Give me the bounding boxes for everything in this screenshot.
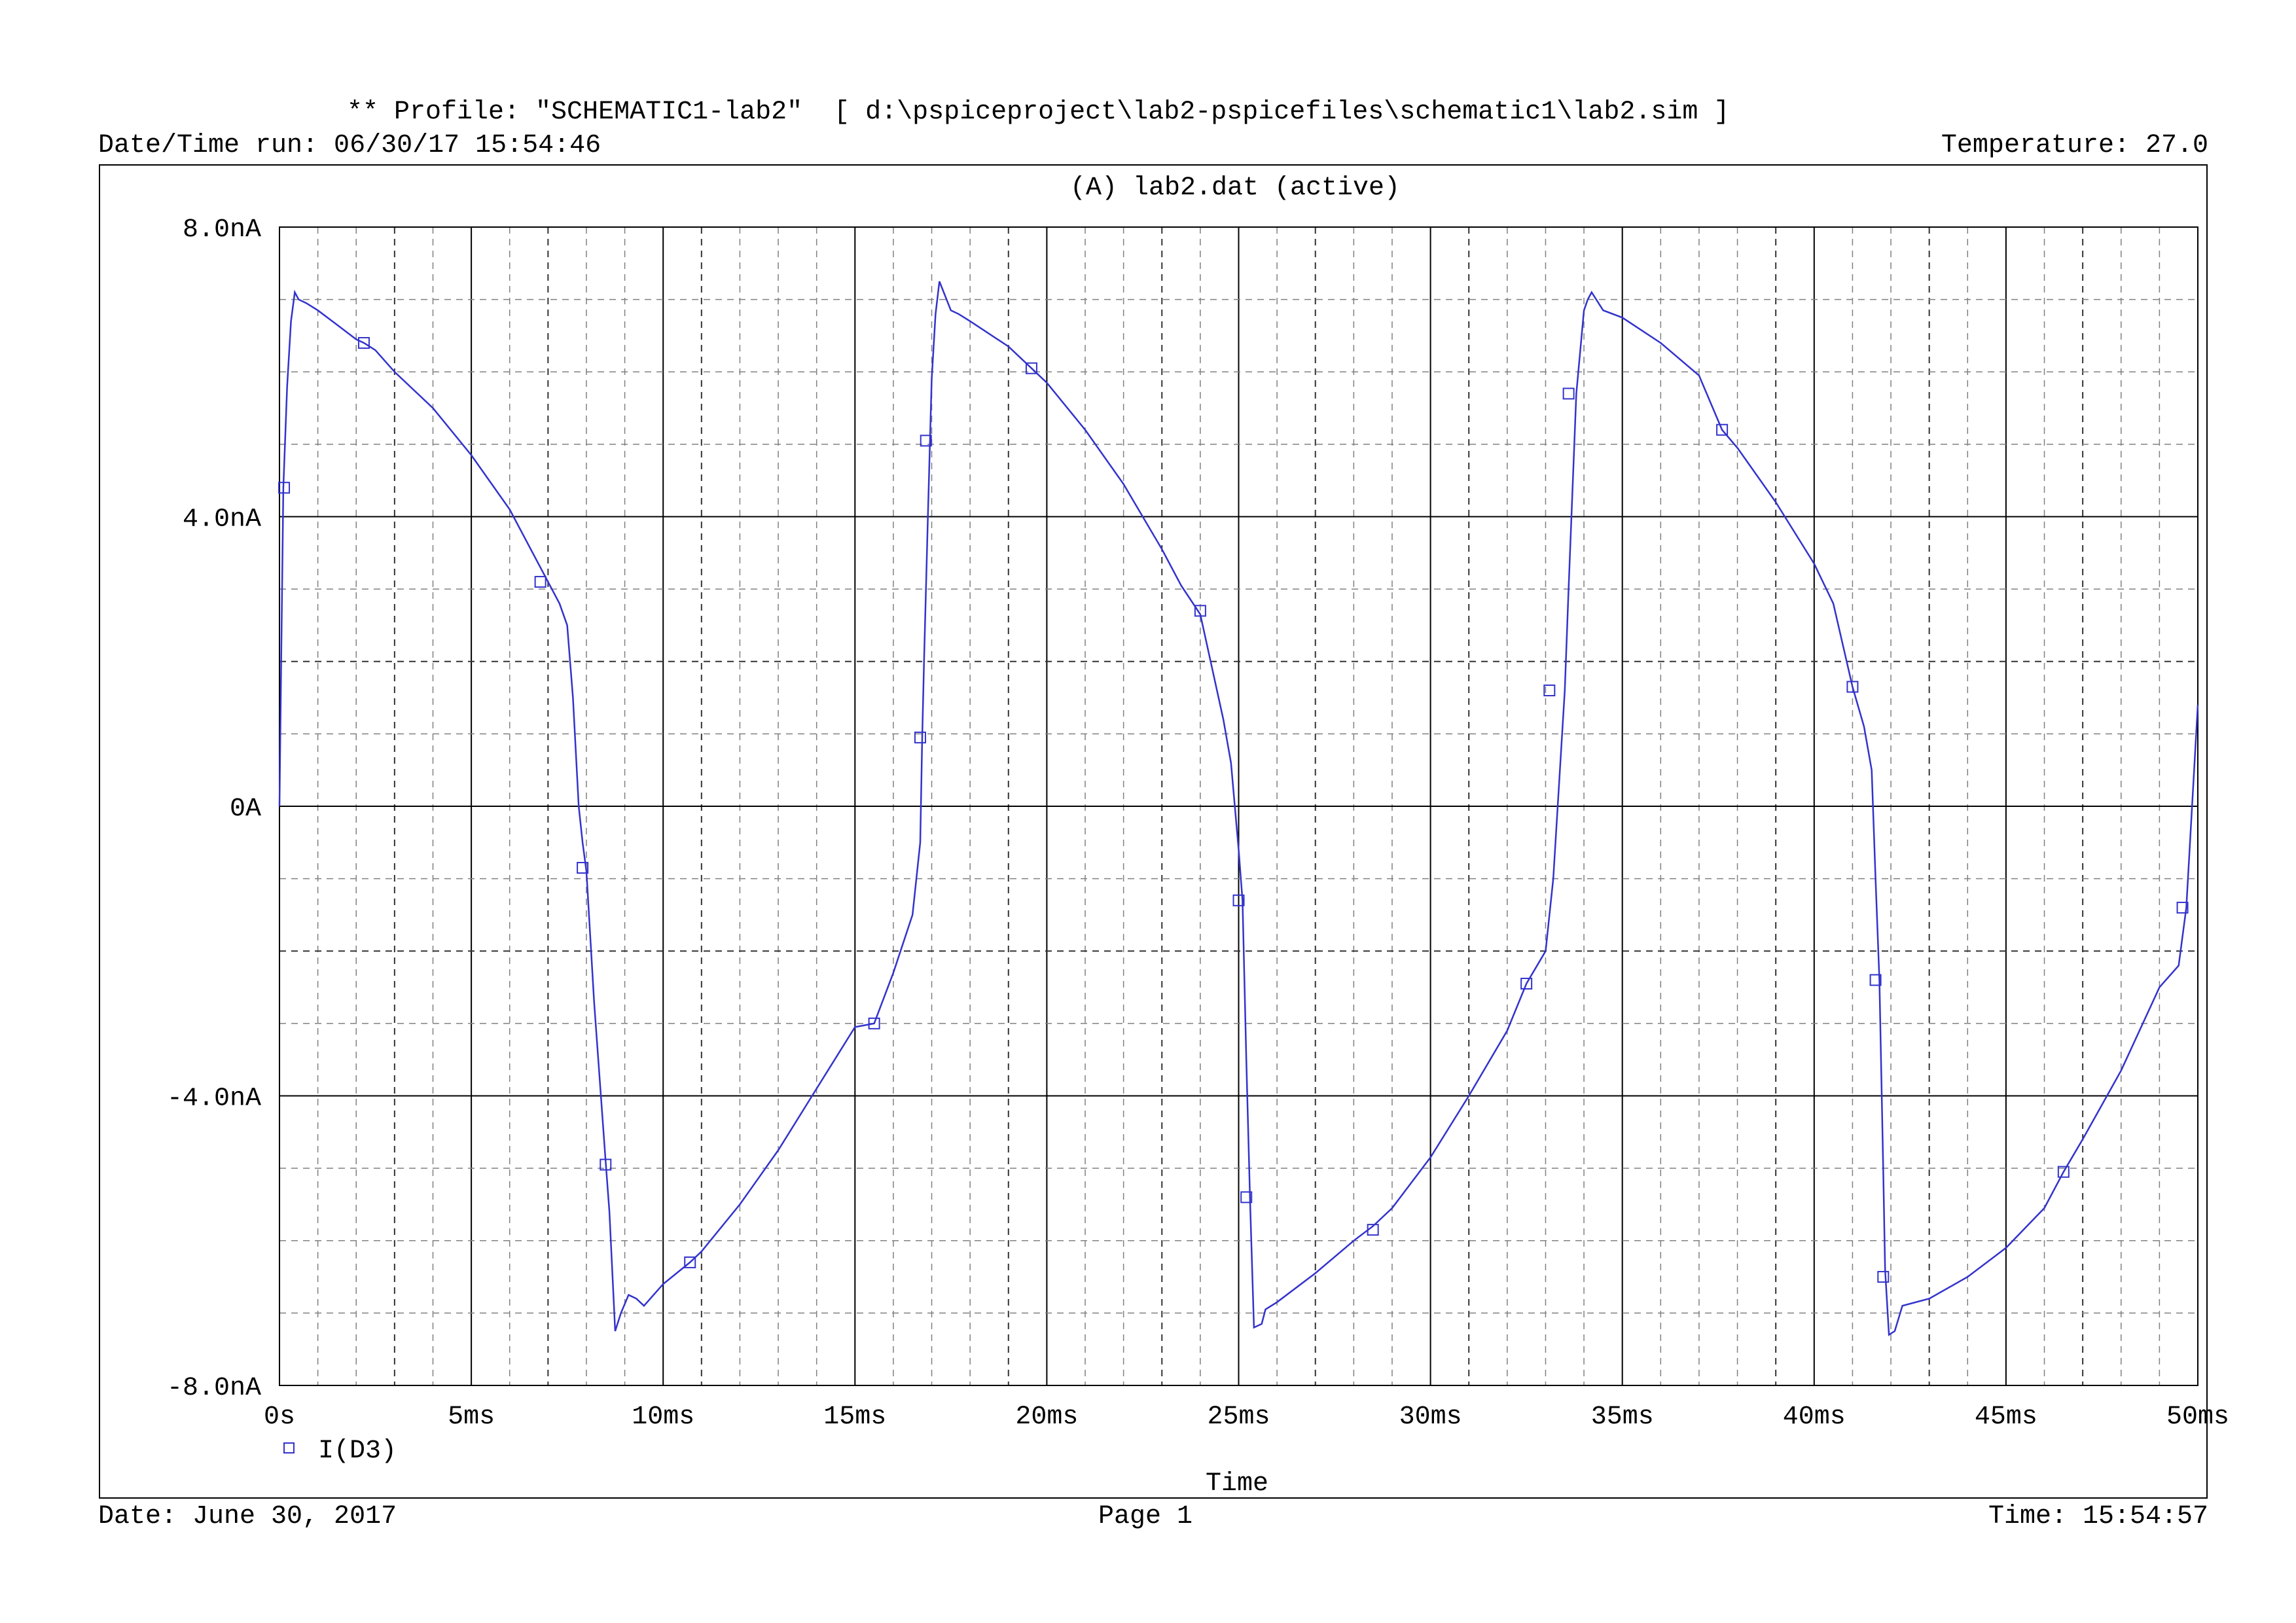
x-axis-label: Time	[1206, 1469, 1268, 1499]
data-point-marker	[1869, 974, 1882, 986]
y-tick-label: 4.0nA	[183, 505, 261, 535]
data-point-marker	[2176, 901, 2189, 914]
data-point-marker	[357, 337, 370, 349]
x-tick-label: 0s	[264, 1402, 295, 1432]
data-point-marker	[1520, 978, 1533, 990]
data-point-marker	[2057, 1166, 2070, 1178]
x-tick-label: 30ms	[1399, 1402, 1462, 1432]
datetime-run: Date/Time run: 06/30/17 15:54:46	[98, 131, 601, 160]
y-tick-label: -8.0nA	[167, 1374, 261, 1403]
series-layer	[278, 281, 2199, 1336]
data-point-marker	[1877, 1271, 1890, 1283]
x-tick-label: 20ms	[1015, 1402, 1078, 1432]
x-tick-label: 35ms	[1591, 1402, 1654, 1432]
data-point-marker	[1562, 387, 1575, 400]
x-tick-label: 50ms	[2166, 1402, 2229, 1432]
x-tick-label: 45ms	[1975, 1402, 2037, 1432]
legend-label: I(D3)	[318, 1436, 397, 1466]
plot-frame	[99, 164, 2208, 1499]
x-tick-label: 25ms	[1207, 1402, 1270, 1432]
data-point-marker	[1240, 1191, 1253, 1204]
series-line-i-d3	[278, 281, 2199, 1336]
data-point-marker	[577, 862, 589, 874]
x-tick-label: 40ms	[1783, 1402, 1846, 1432]
temperature-label: Temperature: 27.0	[1941, 131, 2208, 160]
x-tick-label: 15ms	[823, 1402, 886, 1432]
data-point-marker	[1367, 1224, 1379, 1236]
data-point-marker	[684, 1256, 696, 1268]
footer-date: Date: June 30, 2017	[98, 1502, 397, 1531]
data-point-marker	[600, 1158, 612, 1171]
data-point-marker	[914, 731, 926, 743]
y-tick-label: 0A	[230, 794, 261, 824]
grid	[279, 227, 2198, 1385]
data-point-marker	[1846, 681, 1859, 693]
footer-page: Page 1	[1098, 1502, 1193, 1531]
data-point-marker	[1232, 894, 1245, 906]
x-tick-label: 10ms	[632, 1402, 694, 1432]
data-point-marker	[278, 482, 291, 494]
data-point-marker	[1543, 685, 1556, 696]
data-point-marker	[868, 1017, 880, 1029]
profile-line: ** Profile: "SCHEMATIC1-lab2" [ d:\pspic…	[347, 98, 1730, 127]
y-tick-label: 8.0nA	[183, 215, 261, 245]
data-point-marker	[920, 435, 932, 447]
data-point-marker	[1194, 605, 1206, 617]
data-point-marker	[534, 576, 547, 588]
data-point-marker	[1025, 362, 1037, 374]
y-tick-label: -4.0nA	[167, 1084, 261, 1114]
tick-labels: 0s 5ms 10ms 15ms 20ms 25ms 30ms 35ms 40ms 45ms 50m…	[167, 215, 2229, 1432]
legend: I(D3)	[283, 1436, 397, 1466]
x-tick-label: 5ms	[448, 1402, 495, 1432]
data-point-marker	[1716, 423, 1729, 436]
legend-marker-icon	[283, 1442, 295, 1454]
footer-time: Time: 15:54:57	[1988, 1502, 2208, 1531]
chart-title: (A) lab2.dat (active)	[1070, 173, 1400, 203]
